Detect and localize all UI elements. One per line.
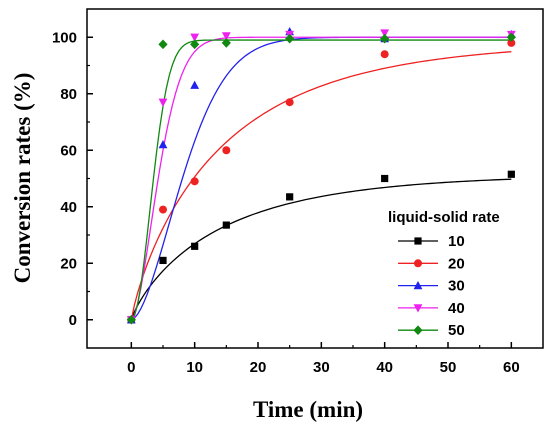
data-point-20 — [222, 146, 231, 155]
data-point-10 — [159, 256, 167, 265]
fit-curve-40 — [130, 36, 512, 321]
plot-frame — [86, 8, 544, 349]
data-point-20 — [380, 50, 389, 59]
legend-marker-30 — [413, 281, 423, 290]
legend-marker-10 — [414, 237, 422, 245]
y-tick-label: 60 — [60, 142, 77, 159]
data-point-10 — [222, 221, 230, 229]
legend-marker-20 — [414, 259, 422, 268]
data-point-30 — [158, 140, 168, 149]
data-point-20 — [190, 177, 199, 186]
data-point-10 — [381, 174, 389, 183]
data-point-10 — [191, 242, 199, 250]
y-tick-label: 0 — [69, 312, 77, 329]
legend: liquid-solid rate 10 20 30 40 50 — [388, 209, 500, 339]
data-point-10 — [286, 193, 294, 201]
data-point-40 — [221, 32, 231, 41]
data-point-30 — [190, 80, 200, 89]
legend-label-10: 10 — [448, 233, 465, 250]
data-point-40 — [158, 98, 168, 107]
data-point-20 — [507, 38, 516, 47]
legend-label-50: 50 — [448, 322, 465, 339]
legend-title: liquid-solid rate — [388, 209, 500, 226]
data-point-50 — [221, 38, 231, 48]
x-tick-label: 30 — [313, 359, 330, 376]
x-axis: 0 10 20 30 40 50 60 — [127, 342, 520, 376]
legend-marker-50 — [413, 325, 423, 335]
data-point-50 — [126, 314, 136, 325]
data-markers — [126, 27, 516, 325]
x-tick-label: 20 — [250, 359, 267, 376]
x-tick-label: 50 — [440, 359, 457, 376]
fit-curve-20 — [130, 51, 512, 320]
legend-label-40: 40 — [448, 300, 465, 317]
data-point-50 — [190, 39, 200, 50]
data-point-20 — [285, 98, 294, 107]
x-tick-label: 0 — [127, 359, 135, 376]
x-tick-label: 40 — [376, 359, 393, 376]
legend-label-20: 20 — [448, 255, 465, 272]
legend-label-30: 30 — [448, 278, 465, 295]
data-point-50 — [158, 39, 168, 50]
data-point-50 — [285, 33, 295, 44]
data-point-10 — [507, 170, 515, 178]
y-tick-label: 40 — [60, 199, 77, 216]
x-axis-title: Time (min) — [253, 397, 363, 422]
data-point-20 — [159, 205, 167, 214]
y-axis: 0 20 40 60 80 100 — [52, 29, 93, 329]
y-axis-title: Conversion rates (%) — [10, 73, 35, 284]
y-tick-label: 80 — [60, 86, 77, 103]
legend-marker-40 — [413, 304, 423, 313]
data-point-50 — [380, 33, 390, 44]
y-tick-label: 20 — [60, 255, 77, 272]
data-point-40 — [380, 29, 390, 38]
data-point-40 — [190, 33, 200, 42]
data-point-50 — [506, 32, 516, 43]
x-tick-label: 10 — [186, 359, 203, 376]
y-tick-label: 100 — [52, 29, 77, 46]
x-tick-label: 60 — [503, 359, 520, 376]
